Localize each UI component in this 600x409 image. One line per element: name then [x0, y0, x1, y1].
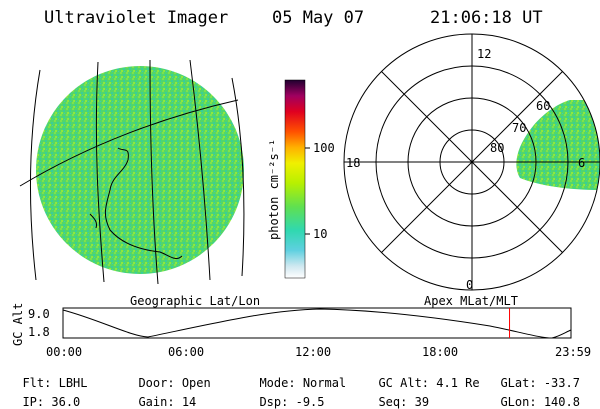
instrument-title: Ultraviolet Imager: [44, 8, 229, 28]
info-glon: GLon: 140.8: [486, 384, 580, 409]
info-door-label: Door:: [138, 376, 175, 390]
info-glat-label: GLat:: [500, 376, 537, 390]
altitude-xtick-1200: 12:00: [295, 345, 332, 359]
info-flt: Flt: LBHL: [8, 365, 88, 390]
info-mode-label: Mode:: [259, 376, 296, 390]
info-glat-value: -33.7: [543, 376, 580, 390]
colorbar-unit-label: photon cm⁻²s⁻¹: [267, 138, 281, 240]
altitude-plot: [62, 307, 572, 339]
altitude-xtick-2359: 23:59: [555, 345, 592, 359]
altitude-plot-frame: [62, 307, 572, 339]
colorbar-tick-10: 10: [313, 227, 328, 241]
mlt-label-12: 12: [477, 47, 492, 61]
info-door-value: Open: [181, 376, 211, 390]
info-seq-label: Seq:: [378, 395, 408, 409]
info-flt-label: Flt:: [22, 376, 52, 390]
lat-label-70: 70: [512, 121, 527, 135]
colorbar: [284, 79, 310, 279]
lat-label-80: 80: [490, 141, 505, 155]
info-dsp: Dsp: -9.5: [245, 384, 325, 409]
info-ip-value: 36.0: [51, 395, 81, 409]
info-dsp-label: Dsp:: [259, 395, 289, 409]
info-gcalt-value: 4.1 Re: [436, 376, 480, 390]
altitude-ytick-min: 1.8: [28, 325, 50, 339]
apex-caption: Apex MLat/MLT: [424, 294, 518, 308]
date-label: 05 May 07: [272, 8, 365, 28]
polar-plot: [343, 33, 600, 291]
info-gcalt-label: GC Alt:: [378, 376, 430, 390]
mlt-label-6: 6: [578, 156, 586, 170]
lat-label-60: 60: [536, 99, 551, 113]
uvi-graphics: [19, 33, 600, 339]
altitude-curve: [62, 308, 572, 339]
polar-auroral-region: [516, 100, 600, 190]
info-door: Door: Open: [124, 365, 211, 390]
info-mode: Mode: Normal: [245, 365, 346, 389]
time-label: 21:06:18 UT: [430, 8, 543, 28]
altitude-ylabel: GC Alt: [11, 302, 25, 346]
info-dsp-value: -9.5: [295, 395, 325, 409]
geographic-caption: Geographic Lat/Lon: [130, 294, 261, 308]
altitude-xtick-0000: 00:00: [46, 345, 83, 359]
mlt-label-0: 0: [466, 278, 474, 292]
info-gain-label: Gain:: [138, 395, 175, 409]
uv-image-disk: [19, 59, 245, 285]
info-glon-value: 140.8: [543, 395, 580, 409]
info-seq-value: 39: [414, 395, 430, 409]
info-flt-value: LBHL: [58, 376, 88, 390]
altitude-xtick-1800: 18:00: [422, 345, 459, 359]
info-glon-label: GLon:: [500, 395, 537, 409]
colorbar-tick-100: 100: [313, 141, 335, 155]
info-glat: GLat: -33.7: [486, 365, 580, 390]
info-gain: Gain: 14: [124, 384, 196, 408]
info-gcalt: GC Alt: 4.1 Re: [364, 365, 480, 390]
info-ip-label: IP:: [22, 395, 45, 409]
altitude-xtick-0600: 06:00: [168, 345, 205, 359]
mlt-label-18: 18: [346, 156, 361, 170]
info-seq: Seq: 39: [364, 384, 429, 408]
info-mode-value: Normal: [302, 376, 347, 390]
info-gain-value: 14: [181, 395, 197, 409]
altitude-ytick-max: 9.0: [28, 307, 50, 321]
info-ip: IP: 36.0: [8, 384, 80, 408]
